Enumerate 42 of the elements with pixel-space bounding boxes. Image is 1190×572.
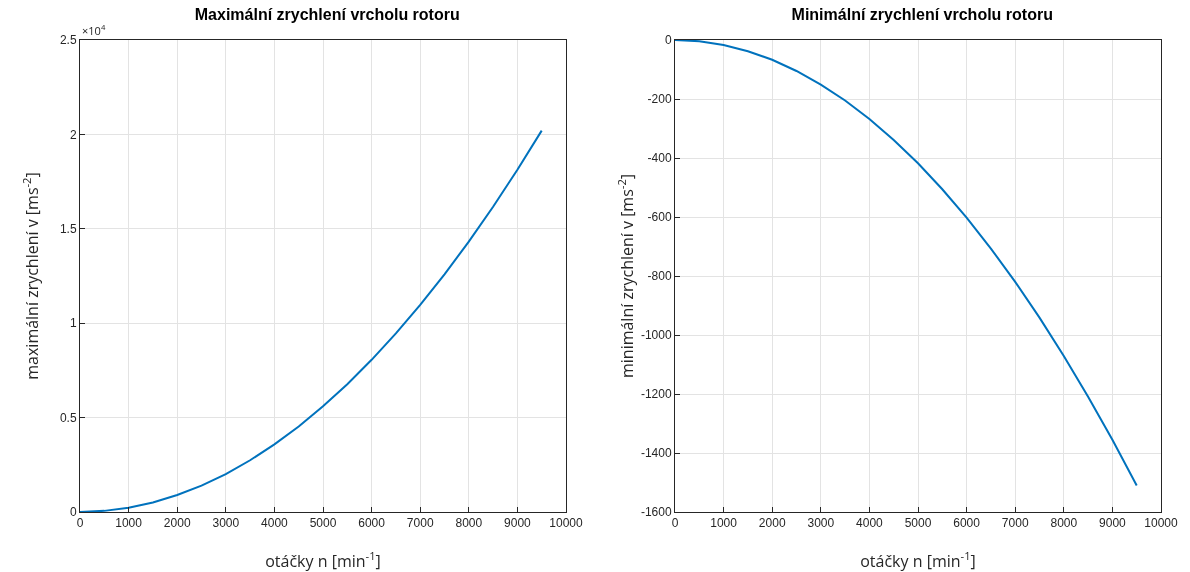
x-tick-label: 1000 [115, 516, 143, 531]
line-series [80, 129, 543, 512]
y-tick-label: 1 [69, 316, 77, 331]
x-tick-label: 10000 [549, 516, 584, 531]
y-tick-label: -1600 [640, 505, 672, 520]
x-tick-label: 2000 [163, 516, 191, 531]
x-tick-label: 3000 [807, 516, 835, 531]
y-tick-label: -600 [647, 210, 672, 225]
x-tick-label: 5000 [309, 516, 337, 531]
text: ×10$^{4}$ [82, 22, 106, 38]
x-tick-label: 1000 [710, 516, 738, 531]
x-tick-label: 7000 [406, 516, 434, 531]
chart-title: Maximální zrychlení vrcholu rotoru [194, 5, 460, 23]
x-tick-label: 4000 [856, 516, 884, 531]
y-tick-label: 2 [69, 127, 77, 142]
x-tick-label: 10000 [1144, 516, 1179, 531]
x-tick-label: 5000 [904, 516, 932, 531]
y-tick-label: -1400 [640, 446, 672, 461]
y-tick-label: -1000 [640, 328, 672, 343]
line-series [675, 40, 1138, 487]
x-axis-title: otáčky n [min$^{-1}$] [860, 548, 976, 572]
x-tick-label: 2000 [758, 516, 786, 531]
x-tick-label: 8000 [1050, 516, 1078, 531]
x-tick-label: 6000 [358, 516, 386, 531]
y-tick-label: -800 [647, 269, 672, 284]
x-tick-label: 4000 [261, 516, 289, 531]
y-tick-label: 0 [69, 505, 77, 520]
x-tick-label: 6000 [953, 516, 981, 531]
y-tick-label: 2.5 [59, 33, 77, 48]
x-tick-label: 9000 [1099, 516, 1127, 531]
x-axis-title: otáčky n [min$^{-1}$] [265, 548, 381, 572]
x-tick-label: 3000 [212, 516, 240, 531]
y-tick-label: -400 [647, 151, 672, 166]
y-tick-label: 0 [664, 33, 672, 48]
y-tick-label: 1.5 [59, 222, 77, 236]
y-tick-label: -200 [647, 92, 672, 107]
x-tick-label: 8000 [455, 516, 483, 531]
x-tick-label: 7000 [1001, 516, 1029, 531]
chart-title: Minimální zrychlení vrcholu rotoru [791, 5, 1053, 23]
y-tick-label: -1200 [640, 387, 672, 402]
y-tick-label: 0.5 [59, 410, 77, 425]
x-tick-label: 9000 [504, 516, 532, 531]
